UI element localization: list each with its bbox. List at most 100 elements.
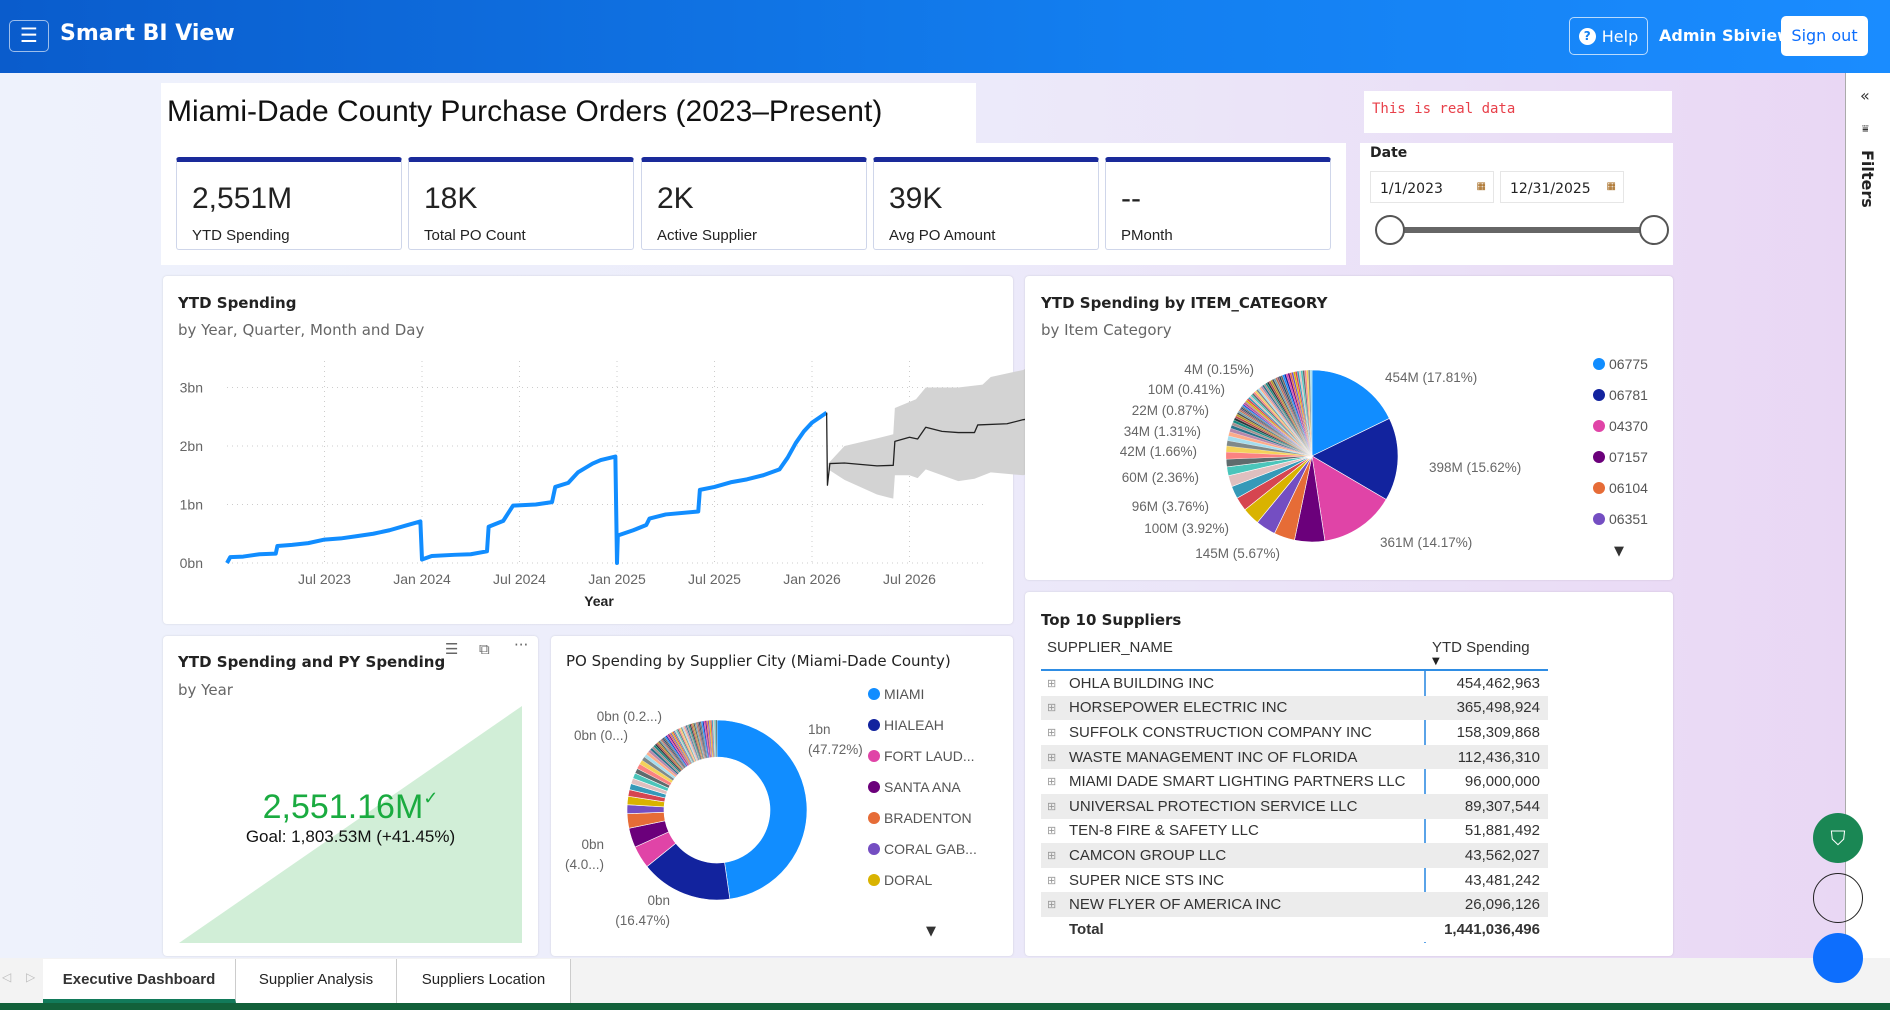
supplier-name: UNIVERSAL PROTECTION SERVICE LLC xyxy=(1069,793,1424,819)
table-row[interactable]: ⊞ NEW FLYER OF AMERICA INC 26,096,126 xyxy=(1041,892,1548,917)
range-start-handle[interactable] xyxy=(1375,215,1405,245)
status-strip xyxy=(0,1003,1890,1010)
table-row[interactable]: ⊞ UNIVERSAL PROTECTION SERVICE LLC 89,307,… xyxy=(1041,793,1548,819)
expand-icon[interactable]: ⊞ xyxy=(1047,726,1057,739)
kpi-card-total-po-count: 18K Total PO Count xyxy=(408,157,634,250)
expand-icon[interactable]: ⊞ xyxy=(1047,677,1057,690)
kpi-value: 2K xyxy=(657,182,694,215)
table-row[interactable]: ⊞ TEN-8 FIRE & SAFETY LLC 51,881,492 xyxy=(1041,819,1548,844)
supplier-name: HORSEPOWER ELECTRIC INC xyxy=(1069,695,1424,721)
calendar-icon[interactable]: ▦ xyxy=(1606,181,1616,192)
kpi-value: 2,551.16M✓ xyxy=(163,788,538,827)
kpi-card-ytd-spending: 2,551M YTD Spending xyxy=(176,157,402,250)
sign-out-button[interactable]: Sign out xyxy=(1781,16,1868,56)
legend-more-arrow-icon[interactable]: ▼ xyxy=(1614,544,1624,559)
expand-icon[interactable]: ⊞ xyxy=(1041,744,1069,770)
supplier-city-donut-card xyxy=(551,636,1013,956)
start-date-input[interactable]: 1/1/2023 ▦ xyxy=(1370,171,1494,203)
notice-text: This is real data xyxy=(1372,101,1516,117)
page-title: Miami-Dade County Purchase Orders (2023–… xyxy=(167,95,883,128)
kpi-label: PMonth xyxy=(1121,227,1173,244)
supplier-name: CAMCON GROUP LLC xyxy=(1069,843,1424,868)
supplier-name: TEN-8 FIRE & SAFETY LLC xyxy=(1069,822,1259,840)
legend-more-arrow-icon[interactable]: ▼ xyxy=(926,924,936,939)
sort-descending-icon[interactable]: ▼ xyxy=(1432,656,1440,667)
column-header-ytd-spending[interactable]: YTD Spending xyxy=(1432,639,1530,656)
expand-icon[interactable]: ⊞ xyxy=(1041,695,1069,721)
ytd-spending-value: 112,436,310 xyxy=(1424,744,1548,770)
end-date-input[interactable]: 12/31/2025 ▦ xyxy=(1500,171,1624,203)
kpi-value: -- xyxy=(1121,182,1141,215)
date-range-track[interactable] xyxy=(1390,227,1652,233)
table-total-row: Total 1,441,036,496 xyxy=(1041,916,1548,942)
tab-suppliers-location[interactable]: Suppliers Location xyxy=(397,959,571,1003)
ytd-spending-value: 365,498,924 xyxy=(1424,695,1548,721)
supplier-name: NEW FLYER OF AMERICA INC xyxy=(1069,892,1424,917)
table-row[interactable]: ⊞ HORSEPOWER ELECTRIC INC 365,498,924 xyxy=(1041,695,1548,721)
table-row[interactable]: ⊞ OHLA BUILDING INC 454,462,963 xyxy=(1041,671,1548,696)
table-row[interactable]: ⊞ SUPER NICE STS INC 43,481,242 xyxy=(1041,868,1548,893)
security-shield-button[interactable]: ⛉ xyxy=(1813,813,1863,863)
card-subtitle: by Year xyxy=(178,681,233,699)
shield-icon: ⛉ xyxy=(1830,826,1846,850)
table-row[interactable]: ⊞ CAMCON GROUP LLC 43,562,027 xyxy=(1041,843,1548,868)
notice-panel xyxy=(1364,91,1672,133)
menu-button[interactable]: ☰ xyxy=(9,20,49,52)
table-row[interactable]: ⊞ MIAMI DADE SMART LIGHTING PARTNERS LLC 9… xyxy=(1041,769,1548,794)
app-title[interactable]: Smart BI View xyxy=(60,21,235,46)
ytd-spending-value: 96,000,000 xyxy=(1464,773,1540,791)
kpi-card-pmonth: -- PMonth xyxy=(1105,157,1331,250)
card-subtitle: by Item Category xyxy=(1041,321,1172,339)
filters-label[interactable]: Filters xyxy=(1858,150,1877,208)
ytd-spending-value: 454,462,963 xyxy=(1456,674,1540,692)
card-title: YTD Spending and PY Spending xyxy=(178,653,446,671)
card-title: PO Spending by Supplier City (Miami-Dade… xyxy=(566,652,951,670)
expand-icon[interactable]: ⊞ xyxy=(1047,874,1057,887)
next-page-icon[interactable]: ▷ xyxy=(26,970,36,984)
expand-icon[interactable]: ⊞ xyxy=(1047,776,1057,789)
ytd-spending-value: 158,309,868 xyxy=(1456,723,1540,741)
card-title: YTD Spending xyxy=(178,294,297,312)
top-navbar xyxy=(0,0,1890,73)
focus-mode-icon[interactable]: ⧉ xyxy=(479,640,490,658)
expand-icon[interactable]: ⊞ xyxy=(1047,825,1057,838)
range-end-handle[interactable] xyxy=(1639,215,1669,245)
kpi-card-avg-po-amount: 39K Avg PO Amount xyxy=(873,157,1099,250)
end-date-value: 12/31/2025 xyxy=(1510,181,1591,197)
tab-executive-dashboard[interactable]: Executive Dashboard xyxy=(43,959,236,1003)
kpi-label: Active Supplier xyxy=(657,227,758,244)
header-divider xyxy=(1041,669,1548,671)
expand-icon[interactable]: ⊞ xyxy=(1041,793,1069,819)
hamburger-icon: ☰ xyxy=(20,23,38,47)
table-row[interactable]: ⊞ SUFFOLK CONSTRUCTION COMPANY INC 158,309… xyxy=(1041,720,1548,745)
card-title: YTD Spending by ITEM_CATEGORY xyxy=(1041,294,1328,312)
question-icon: ? xyxy=(1578,27,1596,45)
start-date-value: 1/1/2023 xyxy=(1380,181,1443,197)
kpi-card-active-supplier: 2K Active Supplier xyxy=(641,157,867,250)
expand-icon[interactable]: ⊞ xyxy=(1041,843,1069,868)
column-header-supplier-name[interactable]: SUPPLIER_NAME xyxy=(1047,639,1173,656)
calendar-icon[interactable]: ▦ xyxy=(1476,181,1486,192)
tab-supplier-analysis[interactable]: Supplier Analysis xyxy=(236,959,397,1003)
kpi-value: 18K xyxy=(424,182,478,215)
expand-icon[interactable]: ⊞ xyxy=(1041,892,1069,917)
total-value: 1,441,036,496 xyxy=(1424,916,1548,942)
kpi-label: YTD Spending xyxy=(192,227,290,244)
chat-button[interactable] xyxy=(1813,933,1863,983)
user-name[interactable]: Admin Sbiview xyxy=(1659,26,1792,45)
kpi-value-text: 2,551.16M xyxy=(262,788,424,826)
blank-circle-button[interactable] xyxy=(1813,873,1863,923)
table-row[interactable]: ⊞ WASTE MANAGEMENT INC OF FLORIDA 112,436,… xyxy=(1041,744,1548,770)
supplier-name: SUPER NICE STS INC xyxy=(1069,871,1225,889)
filter-icon[interactable]: ☰ xyxy=(445,640,459,658)
collapse-icon[interactable]: « xyxy=(1860,86,1870,105)
suppliers-table: ⊞ OHLA BUILDING INC 454,462,963 ⊞ HORSEPOWER… xyxy=(1041,671,1548,942)
kpi-goal: Goal: 1,803.53M (+41.45%) xyxy=(245,827,456,846)
prev-page-icon[interactable]: ◁ xyxy=(2,970,12,984)
filters-pane[interactable] xyxy=(1845,73,1890,958)
supplier-name: WASTE MANAGEMENT INC OF FLORIDA xyxy=(1069,744,1424,770)
card-title: Top 10 Suppliers xyxy=(1041,611,1182,629)
help-button[interactable]: ? Help xyxy=(1569,17,1648,55)
date-label: Date xyxy=(1370,145,1408,161)
more-options-icon[interactable]: ··· xyxy=(514,636,529,654)
